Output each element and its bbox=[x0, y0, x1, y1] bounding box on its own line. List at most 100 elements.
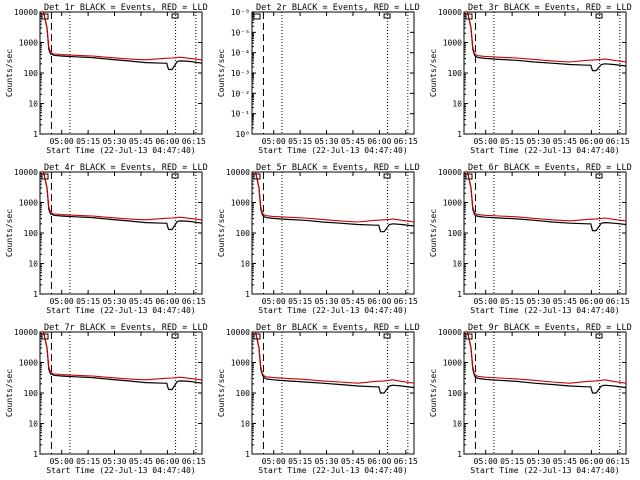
y-axis-label: Counts/sec bbox=[5, 369, 14, 417]
series-lld-line bbox=[464, 172, 626, 222]
y-tick-label: 10⁻² bbox=[231, 89, 250, 98]
top-marker bbox=[595, 173, 603, 179]
x-tick-label: 05:15 bbox=[76, 137, 100, 146]
series-events-line bbox=[464, 12, 626, 72]
x-tick-label: 05:30 bbox=[526, 297, 550, 306]
corner-marker bbox=[253, 13, 261, 20]
x-axis-label: Start Time (22-Jul-13 04:47:40) bbox=[46, 306, 195, 315]
top-marker bbox=[595, 13, 603, 19]
x-axis-label: Start Time (22-Jul-13 04:47:40) bbox=[46, 146, 195, 155]
plot-frame bbox=[251, 331, 415, 455]
y-tick-label: 1 bbox=[457, 450, 462, 459]
x-tick-label: 06:00 bbox=[579, 137, 603, 146]
y-tick-label: 1000 bbox=[443, 199, 462, 208]
panel-title: Det 1r BLACK = Events, RED = LLD bbox=[44, 3, 208, 13]
panel-det-3: Det 3r BLACK = Events, RED = LLD 1 10 100 10… bbox=[429, 3, 632, 155]
x-tick-label: 05:15 bbox=[76, 297, 100, 306]
panel-title: Det 9r BLACK = Events, RED = LLD bbox=[468, 323, 632, 333]
y-tick-label: 100 bbox=[24, 69, 39, 78]
x-tick-label: 05:30 bbox=[102, 137, 126, 146]
y-tick-label: 10000 bbox=[226, 168, 250, 177]
x-tick-label: 06:15 bbox=[606, 297, 630, 306]
x-tick-label: 06:15 bbox=[182, 457, 206, 466]
series-events-line bbox=[40, 332, 202, 391]
x-tick-label: 05:00 bbox=[50, 137, 74, 146]
x-tick-label: 05:00 bbox=[262, 457, 286, 466]
y-tick-label: 10 bbox=[28, 100, 38, 109]
y-tick-label: 100 bbox=[448, 229, 463, 238]
x-tick-label: 05:00 bbox=[50, 297, 74, 306]
panel-det-8: Det 8r BLACK = Events, RED = LLD 1 10 100 10… bbox=[217, 323, 420, 475]
top-marker bbox=[383, 173, 391, 179]
plot-frame bbox=[39, 331, 203, 455]
x-tick-label: 06:15 bbox=[606, 457, 630, 466]
y-tick-label: 10 bbox=[240, 420, 250, 429]
series-events-line bbox=[464, 172, 626, 232]
x-tick-label: 06:15 bbox=[394, 297, 418, 306]
x-tick-label: 05:15 bbox=[288, 137, 312, 146]
y-tick-label: 10⁻³ bbox=[231, 69, 250, 78]
y-axis-label: Counts/sec bbox=[5, 209, 14, 257]
x-tick-label: 05:15 bbox=[500, 457, 524, 466]
series-lld-line bbox=[40, 12, 202, 61]
y-tick-label: 1000 bbox=[19, 199, 38, 208]
plot-frame bbox=[251, 11, 415, 135]
y-tick-label: 10000 bbox=[438, 328, 462, 337]
y-tick-label: 10000 bbox=[14, 168, 38, 177]
y-tick-label: 10⁻⁴ bbox=[231, 49, 250, 58]
x-tick-label: 06:00 bbox=[579, 297, 603, 306]
x-tick-label: 06:00 bbox=[579, 457, 603, 466]
x-tick-label: 06:00 bbox=[367, 137, 391, 146]
y-tick-label: 1000 bbox=[19, 359, 38, 368]
y-axis-label: Counts/sec bbox=[429, 209, 438, 257]
x-tick-label: 05:00 bbox=[474, 457, 498, 466]
series-lld-line bbox=[40, 172, 202, 221]
y-tick-label: 1000 bbox=[443, 359, 462, 368]
x-tick-label: 05:15 bbox=[288, 297, 312, 306]
y-tick-label: 10 bbox=[452, 260, 462, 269]
x-tick-label: 05:45 bbox=[553, 137, 577, 146]
x-tick-label: 05:45 bbox=[341, 457, 365, 466]
panel-title: Det 7r BLACK = Events, RED = LLD bbox=[44, 323, 208, 333]
x-tick-label: 05:15 bbox=[500, 137, 524, 146]
x-tick-label: 06:15 bbox=[182, 137, 206, 146]
y-tick-label: 100 bbox=[448, 389, 463, 398]
plot-frame bbox=[463, 11, 627, 135]
y-tick-label: 10⁻¹ bbox=[231, 110, 250, 119]
y-tick-label: 100 bbox=[236, 389, 251, 398]
panel-det-6: Det 6r BLACK = Events, RED = LLD 1 10 100 10… bbox=[429, 163, 632, 315]
y-tick-label: 100 bbox=[236, 229, 251, 238]
panel-title: Det 4r BLACK = Events, RED = LLD bbox=[44, 163, 208, 173]
y-tick-label: 1000 bbox=[231, 199, 250, 208]
x-tick-label: 05:45 bbox=[129, 297, 153, 306]
x-tick-label: 05:00 bbox=[262, 297, 286, 306]
x-tick-label: 06:00 bbox=[367, 457, 391, 466]
y-tick-label: 1 bbox=[245, 290, 250, 299]
y-tick-label: 1000 bbox=[19, 39, 38, 48]
x-axis-label: Start Time (22-Jul-13 04:47:40) bbox=[258, 466, 407, 475]
series-events-line bbox=[40, 172, 202, 231]
panel-title: Det 3r BLACK = Events, RED = LLD bbox=[468, 3, 632, 13]
series-lld-line bbox=[464, 332, 626, 384]
x-tick-label: 05:30 bbox=[102, 297, 126, 306]
y-tick-label: 10 bbox=[28, 420, 38, 429]
x-tick-label: 05:30 bbox=[314, 297, 338, 306]
y-axis-label: Counts/sec bbox=[217, 49, 226, 97]
plot-frame bbox=[463, 171, 627, 295]
y-tick-label: 10 bbox=[452, 420, 462, 429]
y-tick-label: 10000 bbox=[14, 328, 38, 337]
y-tick-label: 10 bbox=[240, 260, 250, 269]
y-tick-label: 1 bbox=[457, 130, 462, 139]
y-tick-label: 1 bbox=[33, 290, 38, 299]
series-lld-line bbox=[40, 332, 202, 381]
x-axis-label: Start Time (22-Jul-13 04:47:40) bbox=[470, 306, 619, 315]
series-lld-line bbox=[252, 332, 414, 384]
y-tick-label: 1000 bbox=[443, 39, 462, 48]
y-tick-label: 1 bbox=[457, 290, 462, 299]
x-tick-label: 05:15 bbox=[76, 457, 100, 466]
y-tick-label: 10⁻⁵ bbox=[231, 28, 250, 37]
y-tick-label: 1 bbox=[33, 130, 38, 139]
series-lld-line bbox=[464, 12, 626, 63]
top-marker bbox=[383, 13, 391, 19]
